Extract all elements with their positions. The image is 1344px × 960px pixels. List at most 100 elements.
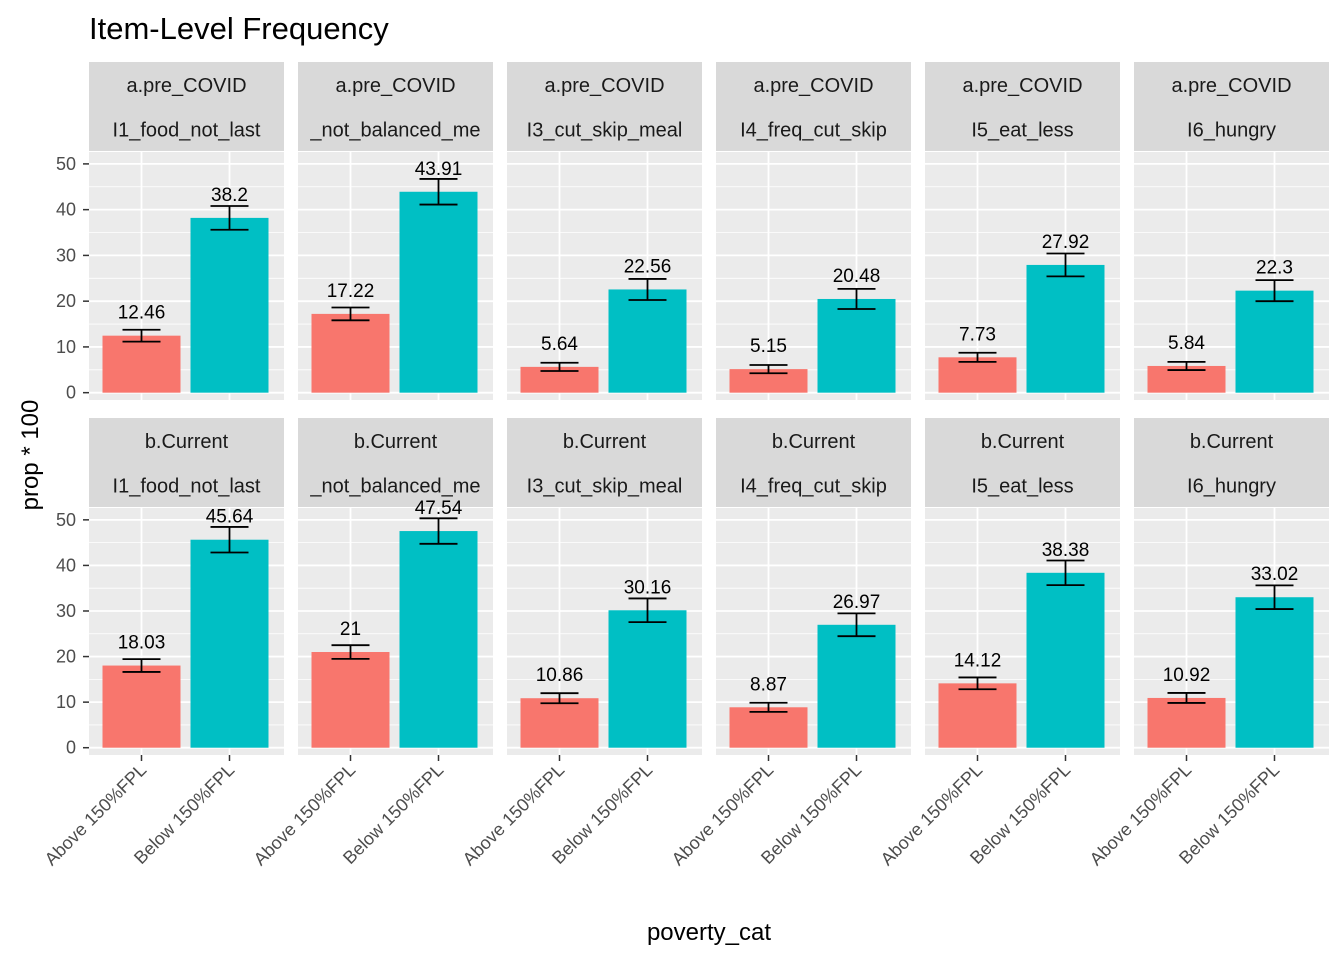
facet-strip	[89, 62, 284, 151]
facet-item-label: I3_cut_skip_meal	[527, 120, 683, 142]
facet-panel: a.pre_COVID I6_hungry 5.84 22.3	[1134, 62, 1329, 400]
facet-panel: a.pre_COVID I4_freq_cut_skip 5.15 20.48	[716, 62, 911, 400]
facet-item-label: I5_eat_less	[971, 120, 1073, 142]
facet-item-label: I1_food_not_last	[113, 476, 261, 498]
bar	[102, 665, 181, 748]
data-label: 10.86	[536, 665, 584, 686]
facet-strip	[1134, 418, 1329, 507]
data-label: 33.02	[1251, 564, 1299, 585]
facet-item-label: I6_hungry	[1187, 120, 1276, 142]
bar	[190, 539, 269, 748]
facet-strip	[89, 418, 284, 507]
data-label: 5.84	[1168, 333, 1205, 354]
bar	[1235, 290, 1314, 393]
data-label: 7.73	[959, 324, 996, 345]
y-tick-label: 20	[56, 647, 76, 667]
facet-item-label: I4_freq_cut_skip	[740, 476, 887, 498]
data-label: 21	[340, 619, 361, 640]
y-tick-label: 50	[56, 510, 76, 530]
facet-item-label: I1_food_not_last	[113, 120, 261, 142]
facet-row-label: a.pre_COVID	[753, 75, 873, 97]
y-tick-label: 30	[56, 601, 76, 621]
data-label: 22.56	[624, 256, 672, 277]
facet-row-label: b.Current	[1190, 431, 1274, 453]
data-label: 12.46	[118, 303, 166, 324]
bar	[399, 191, 478, 393]
y-tick-label: 40	[56, 200, 76, 220]
data-label: 38.2	[211, 185, 248, 206]
facet-strip	[1134, 62, 1329, 151]
facet-row-label: b.Current	[563, 431, 647, 453]
bar	[729, 707, 808, 748]
bar	[311, 313, 390, 393]
facet-strip	[507, 418, 702, 507]
data-label: 20.48	[833, 266, 881, 287]
bar	[1026, 572, 1105, 748]
facet-strip	[507, 62, 702, 151]
y-tick-label: 10	[56, 337, 76, 357]
y-axis-title: prop * 100	[17, 400, 44, 511]
facet-row-label: a.pre_COVID	[126, 75, 246, 97]
y-tick-label: 0	[66, 383, 76, 403]
bar	[938, 357, 1017, 393]
y-axis: 0 10 20 30 40 50	[56, 154, 89, 403]
bar	[608, 610, 687, 748]
facet-row-label: a.pre_COVID	[1171, 75, 1291, 97]
bar	[817, 624, 896, 748]
bar	[938, 683, 1017, 748]
data-label: 14.12	[954, 650, 1002, 671]
facet-strip	[298, 62, 493, 151]
data-label: 18.03	[118, 633, 166, 654]
facet-item-label: I5_eat_less	[971, 476, 1073, 498]
facet-strip	[925, 62, 1120, 151]
bar	[399, 531, 478, 748]
bar	[729, 369, 808, 393]
bar	[1026, 264, 1105, 393]
facet-item-label: _not_balanced_me	[309, 476, 480, 498]
data-label: 5.15	[750, 336, 787, 357]
facet-panel: b.CurrentI4_freq_cut_skip8.8726.97Above …	[668, 418, 911, 869]
facet-item-label: I6_hungry	[1187, 476, 1276, 498]
data-label: 30.16	[624, 577, 672, 598]
facet-row-label: b.Current	[772, 431, 856, 453]
facet-row-label: a.pre_COVID	[962, 75, 1082, 97]
facet-strip	[298, 418, 493, 507]
bar	[1235, 597, 1314, 748]
data-label: 47.54	[415, 498, 463, 519]
facet-item-label: I3_cut_skip_meal	[527, 476, 683, 498]
facet-panel: a.pre_COVID _not_balanced_me 17.22 43.91	[298, 62, 493, 400]
bar	[1147, 697, 1226, 748]
facet-row-label: b.Current	[145, 431, 229, 453]
facet-panel: b.CurrentI1_food_not_last18.0345.64Above…	[41, 418, 284, 869]
bar	[520, 698, 599, 748]
facet-panel: a.pre_COVID I5_eat_less 7.73 27.92	[925, 62, 1120, 400]
bar	[102, 335, 181, 393]
y-tick-label: 50	[56, 154, 76, 174]
y-tick-label: 0	[66, 738, 76, 758]
y-axis: 0 10 20 30 40 50	[56, 510, 89, 758]
data-label: 17.22	[327, 281, 375, 302]
facet-item-label: _not_balanced_me	[309, 120, 480, 142]
chart-title: Item-Level Frequency	[89, 11, 389, 46]
bar	[817, 298, 896, 393]
x-axis-title: poverty_cat	[647, 919, 771, 946]
facet-panel: a.pre_COVID I1_food_not_last 12.46 38.2	[89, 62, 284, 400]
data-label: 26.97	[833, 592, 881, 613]
facet-item-label: I4_freq_cut_skip	[740, 120, 887, 142]
facet-row-label: b.Current	[981, 431, 1065, 453]
y-tick-label: 20	[56, 291, 76, 311]
y-tick-label: 10	[56, 692, 76, 712]
data-label: 22.3	[1256, 258, 1293, 279]
bar	[190, 217, 269, 393]
data-label: 27.92	[1042, 232, 1090, 253]
data-label: 10.92	[1163, 665, 1211, 686]
y-tick-label: 30	[56, 245, 76, 265]
data-label: 38.38	[1042, 540, 1090, 561]
data-label: 43.91	[415, 159, 463, 180]
bar	[311, 652, 390, 748]
data-label: 8.87	[750, 674, 787, 695]
facet-panel: a.pre_COVID I3_cut_skip_meal 5.64 22.56	[507, 62, 702, 400]
facet-panel: b.CurrentI3_cut_skip_meal10.8630.16Above…	[459, 418, 702, 869]
